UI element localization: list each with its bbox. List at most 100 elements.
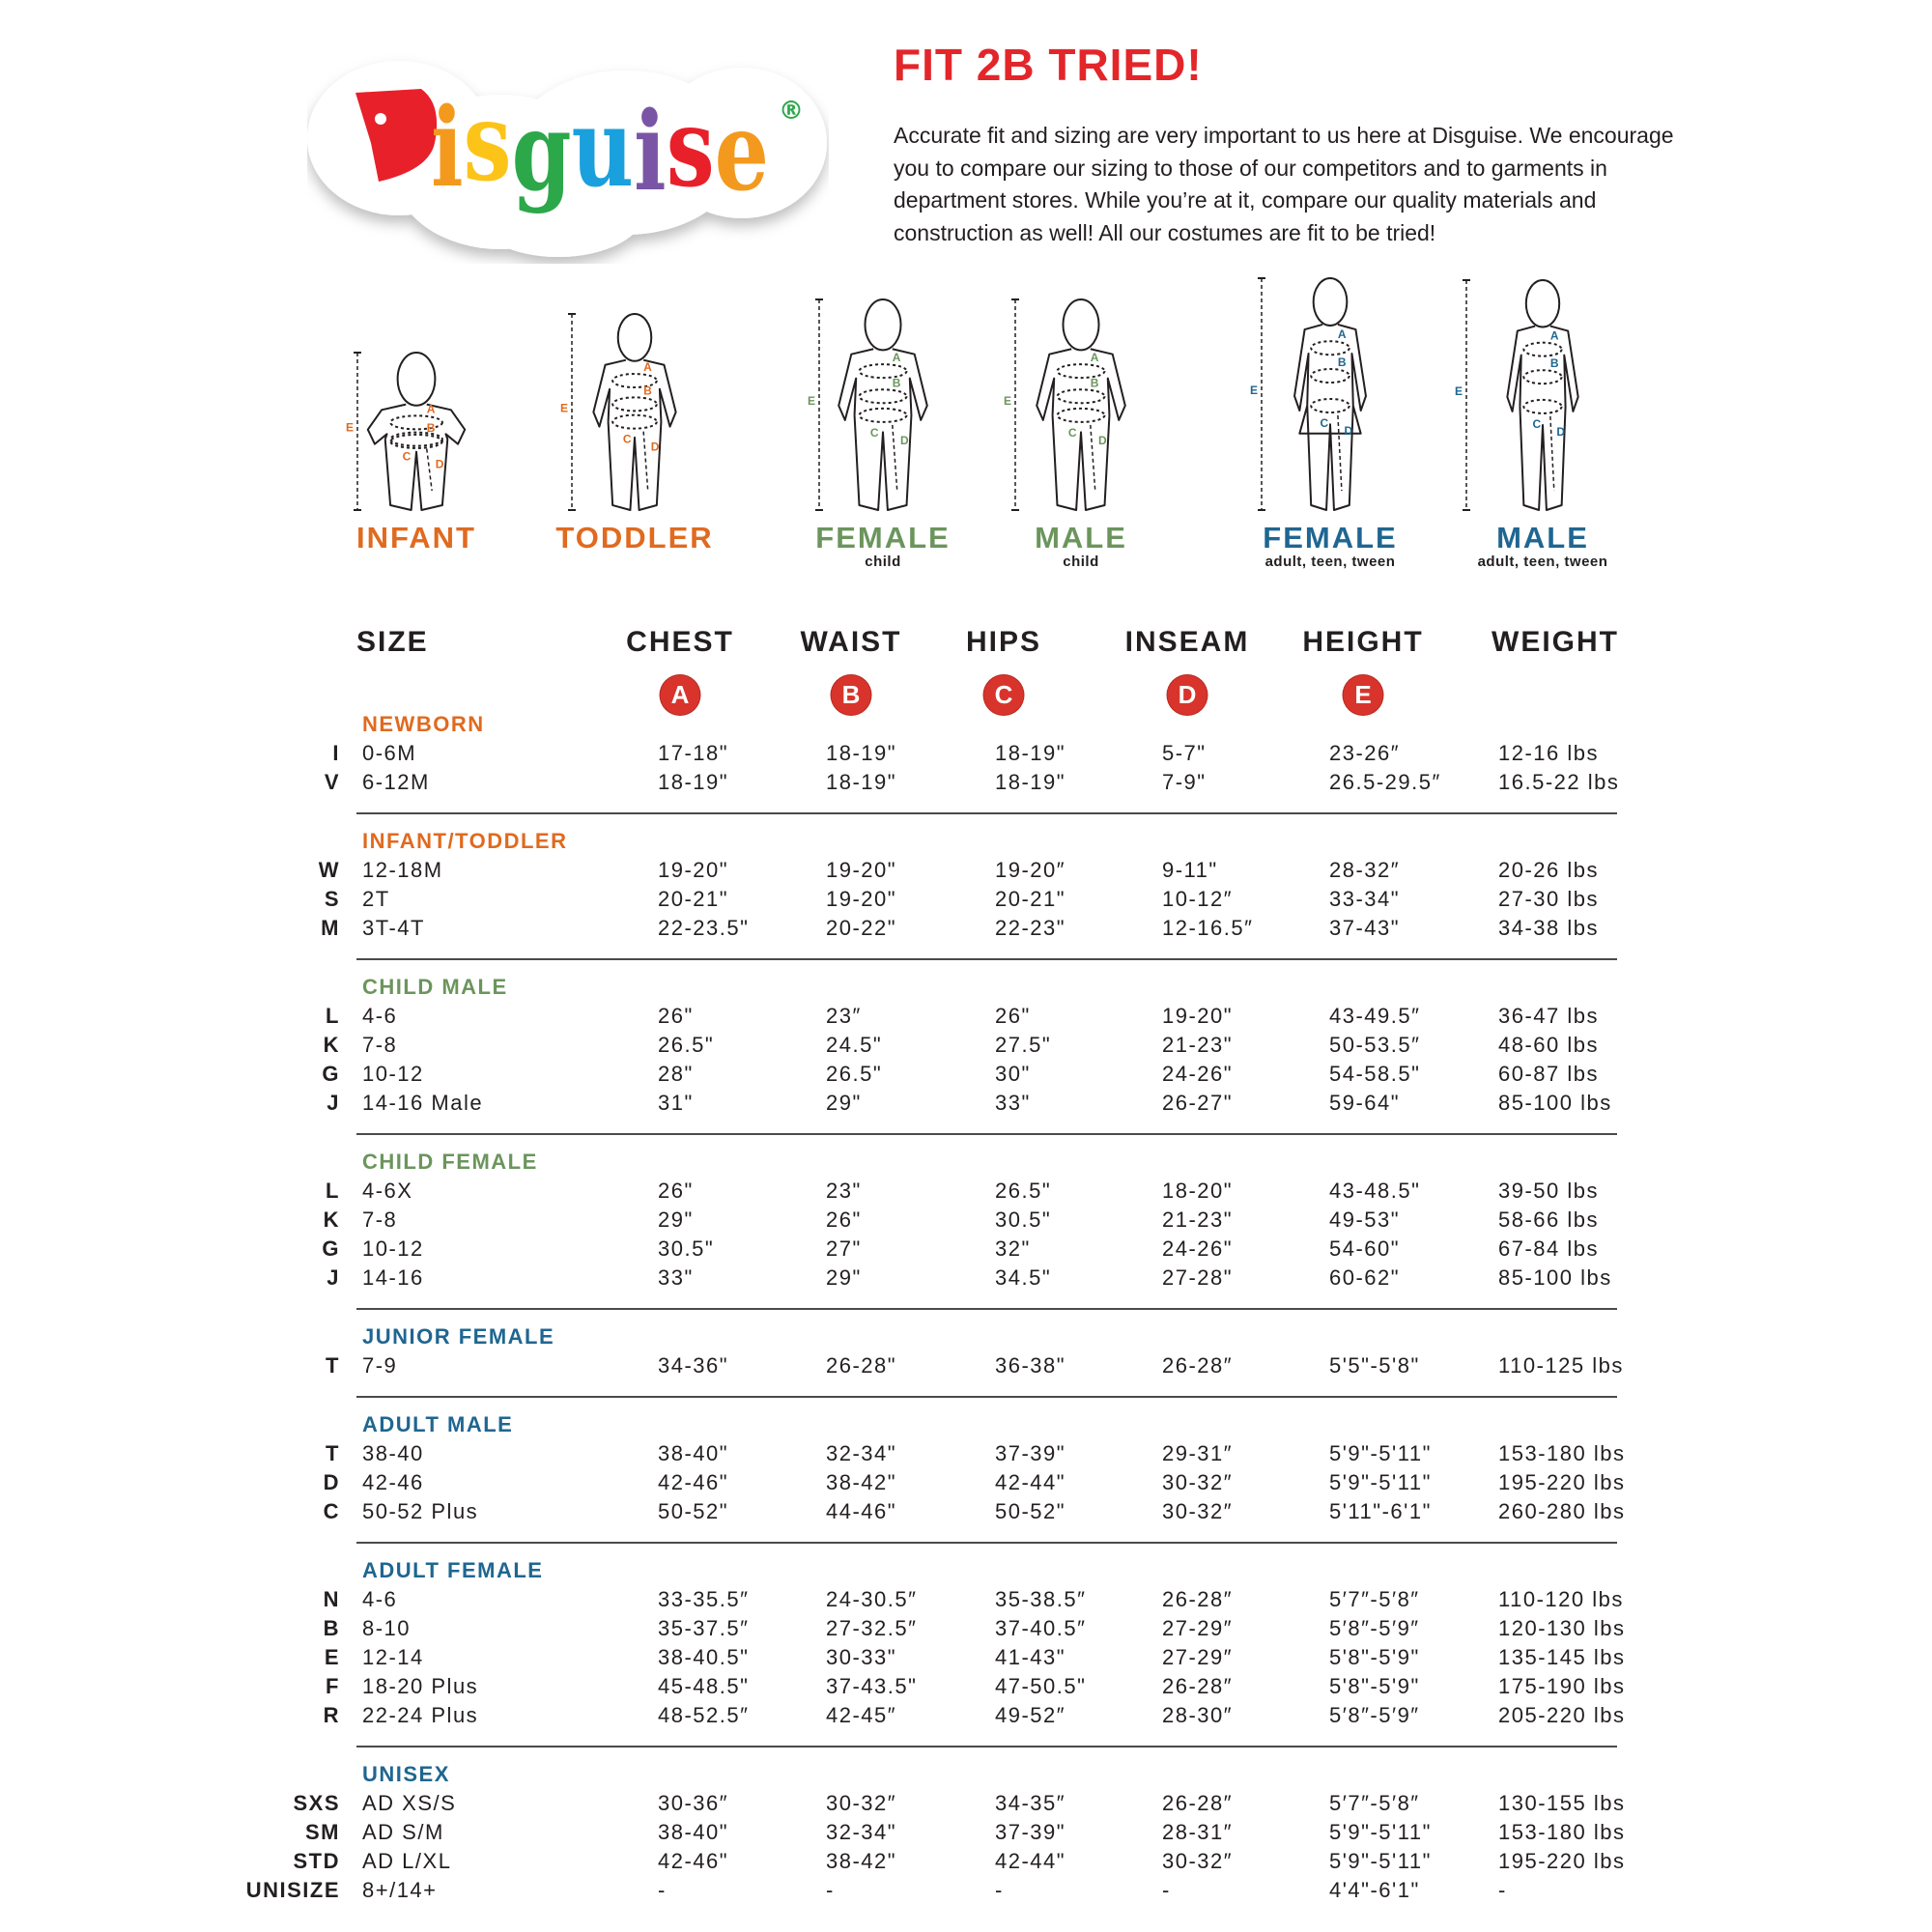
figure-marker-c: C [623,433,632,446]
table-row: B 8-10 35-37.5″ 27-32.5″ 37-40.5″ 27-29″ 5′8″-… [0,1614,1932,1643]
cell-weight: 27-30 lbs [1498,887,1600,911]
cell-inseam: 28-30″ [1162,1703,1234,1727]
cell-weight: 34-38 lbs [1498,916,1600,940]
cell-hips: 49-52″ [995,1703,1066,1727]
section-adult-female: ADULT FEMALE N 4-6 33-35.5″ 24-30.5″ 35-38.5″… [0,1556,1932,1747]
cell-size: 4-6 [362,1004,398,1028]
cell-size: 7-9 [362,1353,398,1378]
table-row: N 4-6 33-35.5″ 24-30.5″ 35-38.5″ 26-28″ 5′7″-5… [0,1585,1932,1614]
table-row: C 50-52 Plus 50-52" 44-46" 50-52" 30-32″ 5'11"… [0,1497,1932,1526]
cell-inseam: 12-16.5″ [1162,916,1254,940]
section-title: ADULT FEMALE [362,1558,544,1582]
column-header-size: SIZE [356,626,429,658]
cell-hips: 36-38" [995,1353,1066,1378]
cell-weight: 153-180 lbs [1498,1820,1626,1844]
intro-paragraph: Accurate fit and sizing are very importa… [894,123,1674,245]
cell-height: 5'5"-5'8" [1329,1353,1420,1378]
cell-inseam: 26-28″ [1162,1791,1234,1815]
figure-marker-b: B [893,376,901,389]
cell-size-code: G [322,1062,340,1086]
figure-marker-b: B [643,384,652,397]
marker-e-badge: E [1343,675,1383,715]
cell-size-code: SM [305,1820,340,1844]
cell-waist: 24.5" [826,1033,883,1057]
figure-marker-d: D [1098,434,1107,447]
cell-waist: 19-20" [826,858,897,882]
cell-chest: 18-19" [658,770,729,794]
cell-hips: 50-52" [995,1499,1066,1523]
table-row: L 4-6 26" 23″ 26" 19-20" 43-49.5″ 36-47 lbs [0,1002,1932,1031]
section-title: NEWBORN [362,712,485,736]
cell-weight: 85-100 lbs [1498,1265,1612,1290]
cell-hips: 34-35″ [995,1791,1066,1815]
cell-size: AD S/M [362,1820,444,1844]
section-adult-male: ADULT MALE T 38-40 38-40" 32-34" 37-39" 29-31″… [0,1410,1932,1544]
cell-height: 33-34" [1329,887,1401,911]
cell-hips: 32" [995,1236,1031,1261]
cell-waist: 32-34" [826,1441,897,1465]
cell-height: 59-64" [1329,1091,1401,1115]
figure-marker-d: D [1556,425,1565,439]
cell-size-code: F [326,1674,340,1698]
cell-height: 5'9"-5'11" [1329,1470,1432,1494]
cell-waist: 32-34" [826,1820,897,1844]
cell-chest: 19-20" [658,858,729,882]
cell-size-code: D [323,1470,340,1494]
cell-inseam: 26-28″ [1162,1587,1234,1611]
cell-weight: 60-87 lbs [1498,1062,1600,1086]
cell-hips: 34.5" [995,1265,1052,1290]
cell-chest: 26.5" [658,1033,715,1057]
cell-chest: 38-40.5" [658,1645,750,1669]
cell-hips: 26" [995,1004,1031,1028]
cell-weight: - [1498,1878,1507,1902]
cell-chest: 20-21" [658,887,729,911]
section-divider [356,1396,1617,1398]
section-title: CHILD MALE [362,975,508,999]
table-row: SXS AD XS/S 30-36″ 30-32″ 34-35″ 26-28″ 5′7″-5… [0,1789,1932,1818]
cell-weight: 205-220 lbs [1498,1703,1626,1727]
cell-size: 12-14 [362,1645,424,1669]
cell-waist: 44-46" [826,1499,897,1523]
cell-waist: 30-32″ [826,1791,897,1815]
cell-weight: 153-180 lbs [1498,1441,1626,1465]
cell-inseam: 26-27" [1162,1091,1234,1115]
cell-height: 43-49.5″ [1329,1004,1421,1028]
marker-b-badge: B [831,675,871,715]
cell-weight: 36-47 lbs [1498,1004,1600,1028]
cell-inseam: 9-11" [1162,858,1218,882]
table-row: V 6-12M 18-19" 18-19" 18-19" 7-9" 26.5-29.5″ 16… [0,768,1932,797]
section-divider [356,812,1617,814]
cell-weight: 16.5-22 lbs [1498,770,1620,794]
figure-label: FEMALE adult, teen, tween [1263,522,1397,570]
table-row: F 18-20 Plus 45-48.5" 37-43.5" 47-50.5" 26-28… [0,1672,1932,1701]
table-row: J 14-16 Male 31" 29" 33" 26-27" 59-64" 85-100 l… [0,1089,1932,1118]
cell-size: 8-10 [362,1616,412,1640]
figure-label-main: MALE [1035,521,1127,554]
section-title: JUNIOR FEMALE [362,1324,555,1349]
cell-chest: 35-37.5″ [658,1616,750,1640]
cell-size-code: B [323,1616,340,1640]
cell-size-code: W [318,858,340,882]
figure-marker-e: E [1004,394,1011,408]
figure-male-child-icon: AB C D E [1004,298,1126,511]
cell-weight: 175-190 lbs [1498,1674,1626,1698]
cell-height: 5′7″-5′8″ [1329,1587,1420,1611]
table-row: D 42-46 42-46" 38-42" 42-44" 30-32″ 5'9"-5'11"… [0,1468,1932,1497]
cell-height: 4'4"-6'1" [1329,1878,1420,1902]
cell-weight: 58-66 lbs [1498,1208,1600,1232]
cell-size: 12-18M [362,858,443,882]
figure-marker-d: D [436,458,444,471]
cell-hips: 19-20″ [995,858,1066,882]
column-header-inseam: INSEAM [1124,626,1250,658]
cell-waist: 29" [826,1265,862,1290]
cell-waist: 23" [826,1179,862,1203]
section-junior-female: JUNIOR FEMALE T 7-9 34-36" 26-28" 36-38" 26-28… [0,1322,1932,1398]
figure-label: MALE adult, teen, tween [1478,522,1608,570]
cell-size-code: G [322,1236,340,1261]
table-row: J 14-16 33" 29" 34.5" 27-28" 60-62" 85-100 lbs [0,1264,1932,1293]
section-title: UNISEX [362,1762,450,1786]
cell-weight: 120-130 lbs [1498,1616,1626,1640]
cell-waist: 24-30.5″ [826,1587,918,1611]
figure-female-adult-icon: AB C D E [1250,277,1367,511]
cell-hips: 26.5" [995,1179,1052,1203]
